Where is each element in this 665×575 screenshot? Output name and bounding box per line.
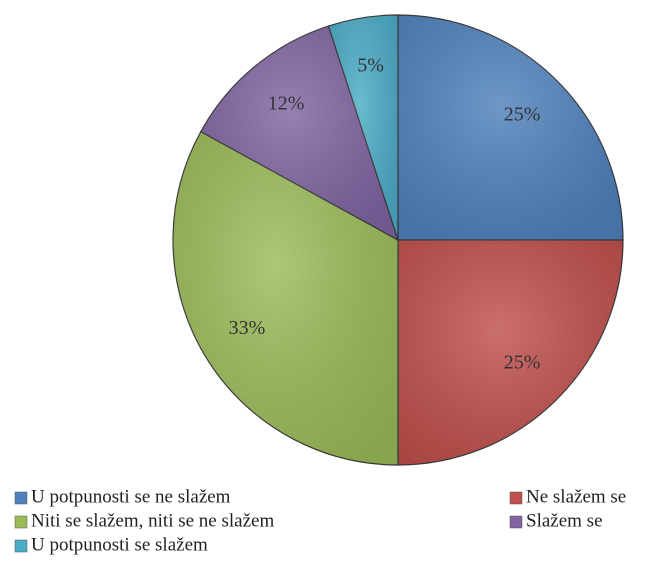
data-label: 12% — [268, 92, 305, 114]
data-label: 25% — [504, 352, 541, 374]
legend-swatch — [14, 515, 28, 529]
slice-shade — [398, 240, 623, 465]
slice-shade — [200, 26, 398, 240]
legend-label: Slažem se — [526, 510, 603, 531]
legend-swatch — [14, 491, 28, 505]
legend-swatch — [509, 491, 523, 505]
slice-shade — [398, 15, 623, 240]
pie: 25% 25% 33% 12% 5% — [172, 14, 624, 466]
data-label: 33% — [229, 317, 266, 339]
slice-shade — [328, 15, 398, 240]
legend-label: U potpunosti se slažem — [31, 534, 208, 555]
data-label: 5% — [357, 54, 384, 76]
slice-shade — [173, 131, 398, 466]
legend-label: Niti se slažem, niti se ne slažem — [31, 510, 274, 531]
legend-swatch — [14, 539, 28, 553]
legend-label: U potpunosti se ne slažem — [31, 486, 231, 507]
legend-label: Ne slažem se — [526, 486, 626, 507]
data-label: 25% — [504, 103, 541, 125]
legend: U potpunosti se ne slažem Ne slažem se Nit… — [14, 486, 626, 555]
legend-swatch — [509, 515, 523, 529]
